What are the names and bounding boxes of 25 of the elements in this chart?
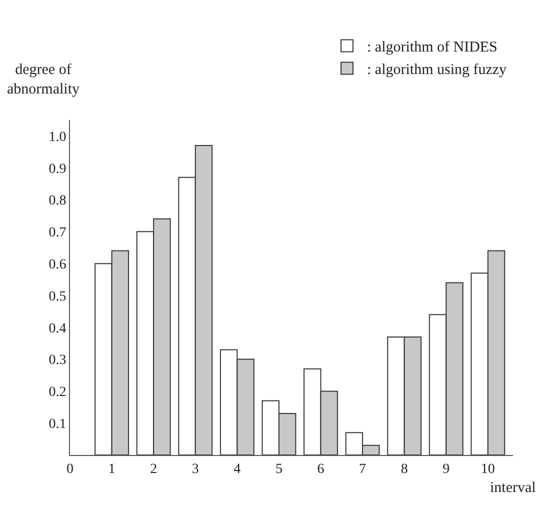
x-tick-label: 2	[150, 462, 158, 477]
y-tick-label: 0.1	[48, 417, 66, 432]
x-tick-label: 9	[442, 462, 450, 477]
y-tick-label: 0.4	[48, 321, 66, 336]
x-axis-title: interval	[490, 480, 536, 496]
x-tick-label: 8	[400, 462, 408, 477]
y-tick-label: 0.9	[48, 162, 66, 177]
y-tick-label: 0.7	[48, 226, 66, 241]
x-tick-label: 7	[359, 462, 366, 477]
x-tick-label: 5	[275, 462, 282, 477]
y-tick-label: 0.8	[48, 194, 66, 209]
legend-label: : algorithm of NIDES	[367, 40, 498, 56]
y-tick-label: 0.2	[48, 385, 66, 400]
legend-label: : algorithm using fuzzy	[367, 62, 508, 78]
x-tick-label: 3	[192, 462, 199, 477]
y-tick-label: 0.3	[48, 353, 66, 368]
y-tick-label: 1.0	[48, 130, 66, 145]
y-axis-title: degree of abnormality	[7, 62, 80, 98]
x-tick-label: 0	[66, 462, 74, 477]
y-tick-label: 0.6	[48, 257, 66, 272]
x-tick-label: 4	[234, 462, 241, 477]
x-tick-label: 1	[108, 462, 116, 477]
x-tick-label: 6	[317, 462, 324, 477]
x-tick-label: 10	[480, 462, 495, 477]
y-tick-label: 0.5	[48, 289, 66, 304]
